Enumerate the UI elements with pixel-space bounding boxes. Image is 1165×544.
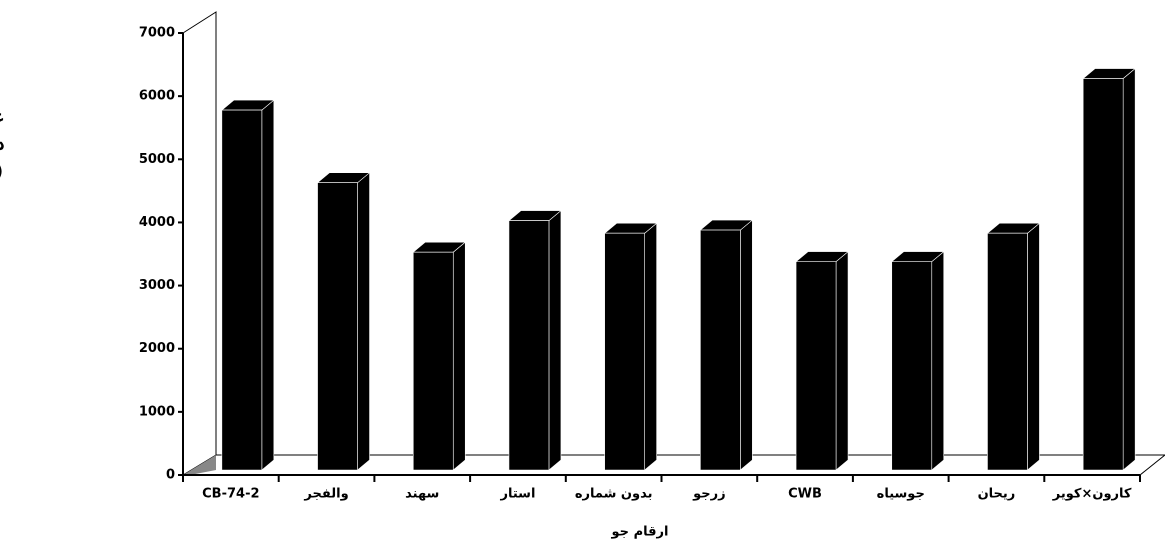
floor-shade	[183, 455, 216, 475]
x-tick-label: CB-74-2	[202, 487, 259, 502]
bar-front	[412, 251, 454, 471]
y-tick-label: 2000	[139, 341, 175, 356]
bar	[316, 172, 371, 471]
x-tick-label: سهند	[405, 487, 439, 502]
bar-side	[452, 241, 466, 471]
x-tick-label: CWB	[788, 487, 822, 502]
side-wall	[182, 11, 217, 476]
bar	[412, 241, 467, 471]
y-axis-label: (کیلوگ	[0, 158, 5, 182]
bar-side	[261, 99, 275, 471]
y-tick-label: 6000	[139, 89, 175, 104]
floor-right-edge	[1139, 454, 1165, 476]
bar-front	[891, 261, 933, 471]
bar-side	[644, 222, 657, 471]
bar-side	[357, 172, 370, 471]
bar	[508, 209, 562, 471]
bar-front	[604, 232, 645, 471]
x-tick-label: بدون شماره	[575, 487, 653, 502]
bar-side	[835, 250, 849, 471]
bar-front	[1082, 78, 1124, 471]
bar-front	[508, 220, 550, 471]
x-tick-label: ریحان	[978, 487, 1016, 502]
y-tick-label: 3000	[139, 278, 175, 293]
bar-front	[221, 109, 263, 471]
y-tick-label: 4000	[139, 215, 175, 230]
bar-side	[740, 219, 753, 471]
bar-front	[317, 182, 358, 471]
bar-side	[1122, 67, 1136, 471]
bar-side	[548, 209, 562, 471]
y-axis-label: دانه	[0, 134, 5, 155]
bar	[795, 250, 849, 471]
bar	[1082, 67, 1136, 471]
bar	[603, 222, 658, 471]
bar	[986, 222, 1041, 471]
bar-front	[700, 229, 741, 471]
y-axis-label: عملکرد	[0, 107, 5, 128]
x-tick-label: استار	[499, 487, 535, 502]
x-tick-label: والفجر	[303, 487, 348, 502]
y-tick-label: 0	[166, 468, 175, 483]
x-axis-label: ارقام جو	[611, 525, 669, 540]
bar-side	[931, 250, 945, 471]
x-tick-label: کارون×کویر	[1052, 487, 1132, 502]
bar-front	[795, 261, 837, 471]
x-tick-label: زرجو	[692, 487, 726, 502]
bar	[890, 250, 945, 471]
bar-front	[987, 232, 1028, 471]
y-tick-label: 1000	[139, 404, 175, 419]
y-tick-label: 7000	[139, 26, 175, 41]
bar-side	[1027, 222, 1040, 471]
y-tick-label: 5000	[139, 152, 175, 167]
x-tick-label: جوسیاه	[877, 487, 925, 502]
bar	[699, 219, 754, 471]
bar	[221, 99, 275, 471]
